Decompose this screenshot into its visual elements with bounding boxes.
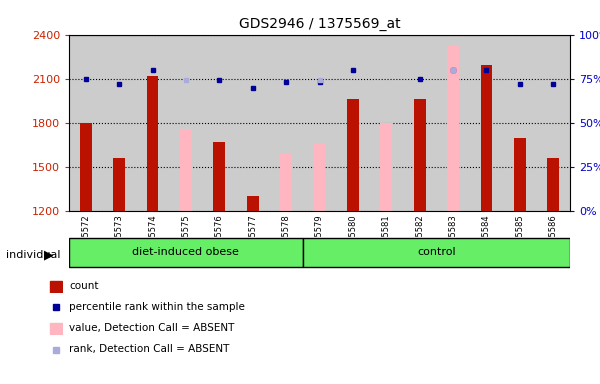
Bar — [269, 35, 303, 211]
Text: ▶: ▶ — [44, 249, 53, 262]
Bar — [236, 35, 269, 211]
Bar — [203, 35, 236, 211]
Text: diet-induced obese: diet-induced obese — [133, 247, 239, 258]
Bar — [69, 238, 303, 267]
Bar — [103, 35, 136, 211]
Bar — [447, 46, 459, 211]
Bar — [69, 35, 103, 211]
Text: value, Detection Call = ABSENT: value, Detection Call = ABSENT — [69, 323, 235, 333]
Bar — [49, 323, 62, 334]
Bar — [481, 66, 493, 211]
Bar — [414, 99, 425, 211]
Bar — [303, 238, 570, 267]
Bar — [403, 35, 436, 211]
Bar — [380, 123, 392, 211]
Bar — [536, 35, 570, 211]
Bar — [303, 35, 336, 211]
Bar — [80, 123, 92, 211]
Text: individual: individual — [6, 250, 61, 260]
Bar — [49, 281, 62, 292]
Bar — [514, 137, 526, 211]
Title: GDS2946 / 1375569_at: GDS2946 / 1375569_at — [239, 17, 400, 31]
Bar — [436, 35, 470, 211]
Bar — [113, 158, 125, 211]
Bar — [470, 35, 503, 211]
Bar — [336, 35, 370, 211]
Bar — [547, 158, 559, 211]
Bar — [347, 99, 359, 211]
Text: count: count — [69, 281, 98, 291]
Bar — [214, 142, 225, 211]
Text: rank, Detection Call = ABSENT: rank, Detection Call = ABSENT — [69, 344, 229, 354]
Text: control: control — [417, 247, 456, 258]
Bar — [136, 35, 169, 211]
Bar — [503, 35, 536, 211]
Bar — [370, 35, 403, 211]
Bar — [180, 129, 192, 211]
Bar — [247, 197, 259, 211]
Bar — [146, 76, 158, 211]
Bar — [280, 154, 292, 211]
Text: percentile rank within the sample: percentile rank within the sample — [69, 302, 245, 312]
Bar — [169, 35, 203, 211]
Bar — [314, 144, 325, 211]
